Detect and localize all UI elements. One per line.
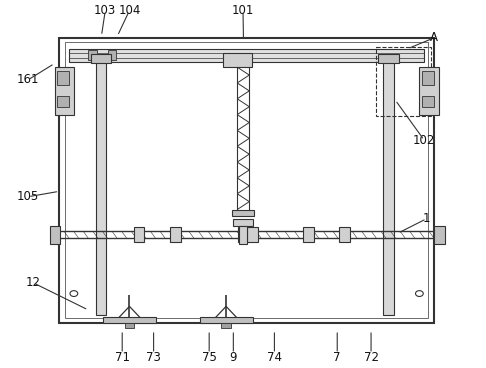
- Bar: [223, 53, 252, 67]
- Bar: [103, 317, 156, 323]
- Text: 71: 71: [115, 351, 130, 364]
- Bar: [134, 227, 144, 242]
- Bar: [65, 42, 428, 318]
- Text: 105: 105: [17, 190, 39, 203]
- Bar: [96, 60, 106, 315]
- Bar: [422, 96, 434, 107]
- Bar: [54, 67, 74, 114]
- Bar: [232, 209, 254, 216]
- Bar: [124, 323, 134, 328]
- Text: 104: 104: [118, 4, 140, 17]
- Text: 101: 101: [232, 4, 254, 17]
- Text: 75: 75: [202, 351, 217, 364]
- Text: 73: 73: [146, 351, 161, 364]
- Bar: [239, 226, 247, 244]
- Text: 1: 1: [423, 212, 431, 225]
- Bar: [303, 227, 313, 242]
- Bar: [108, 50, 116, 60]
- Text: 103: 103: [94, 4, 117, 17]
- Text: 12: 12: [25, 276, 40, 289]
- Bar: [434, 226, 445, 244]
- Bar: [247, 227, 258, 242]
- Text: 7: 7: [333, 351, 341, 364]
- Text: 102: 102: [413, 134, 435, 147]
- Bar: [422, 71, 434, 85]
- Bar: [378, 54, 399, 63]
- Bar: [50, 226, 60, 244]
- Bar: [238, 227, 248, 242]
- Bar: [57, 96, 69, 107]
- Bar: [69, 49, 424, 62]
- Bar: [383, 60, 394, 315]
- Text: 161: 161: [17, 73, 39, 86]
- Bar: [200, 317, 253, 323]
- Bar: [339, 227, 350, 242]
- Bar: [88, 50, 97, 60]
- Bar: [221, 323, 231, 328]
- Text: 74: 74: [267, 351, 282, 364]
- Bar: [57, 71, 69, 85]
- Bar: [170, 227, 181, 242]
- Bar: [233, 219, 253, 226]
- Bar: [59, 38, 434, 323]
- Bar: [376, 47, 432, 116]
- Text: 72: 72: [364, 351, 379, 364]
- Text: 9: 9: [229, 351, 237, 364]
- Bar: [91, 54, 111, 63]
- Text: A: A: [430, 31, 438, 45]
- Bar: [419, 67, 439, 114]
